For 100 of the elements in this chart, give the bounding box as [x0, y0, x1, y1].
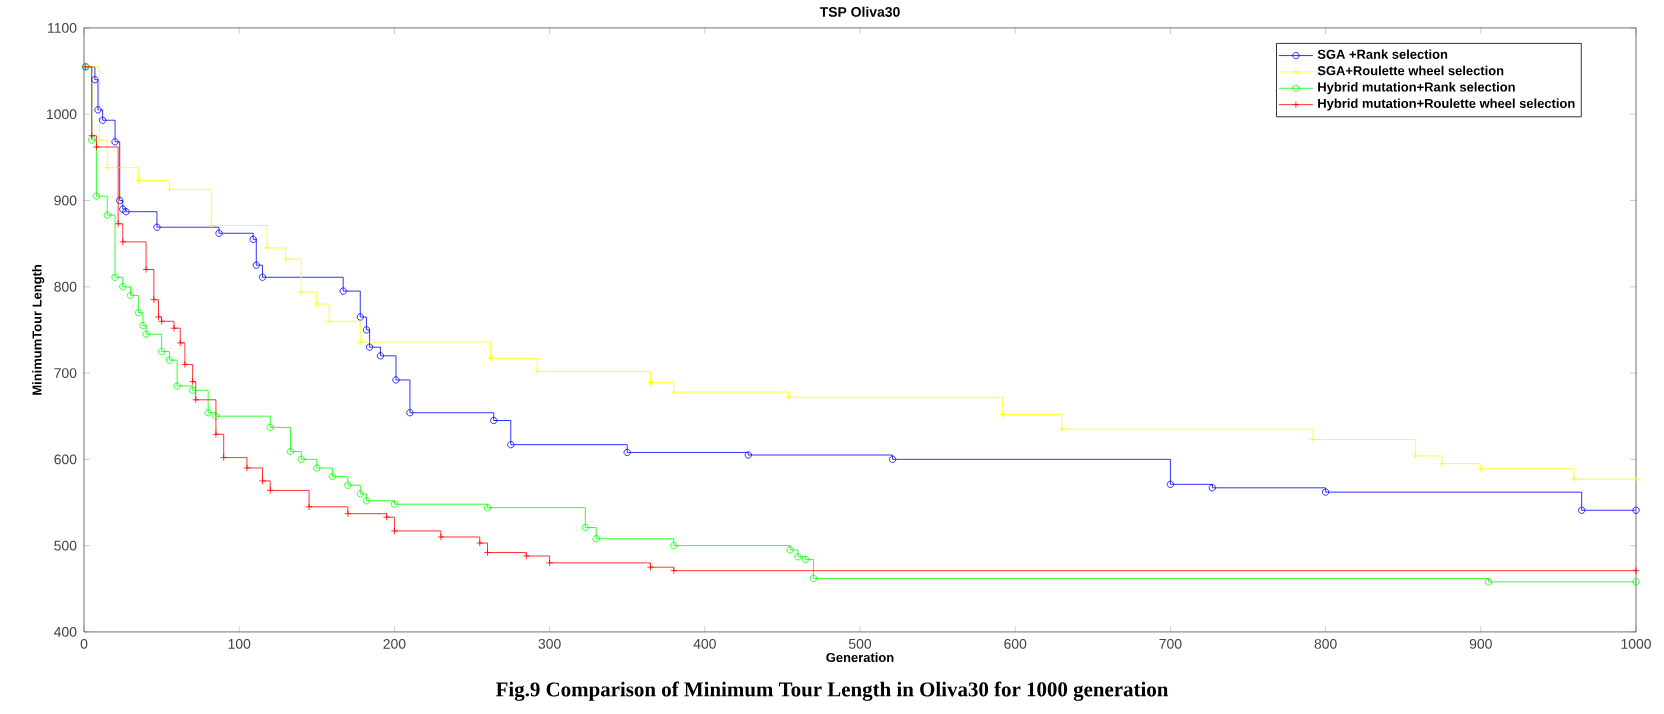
- point: [119, 205, 127, 213]
- point: [252, 261, 260, 269]
- point: [204, 409, 212, 417]
- point: [111, 138, 119, 146]
- point: [392, 376, 400, 384]
- point: [362, 497, 371, 505]
- point: [356, 490, 364, 498]
- point: [119, 238, 127, 246]
- point: [142, 265, 150, 274]
- point: [114, 220, 122, 228]
- point: [165, 185, 173, 193]
- point: [344, 510, 352, 518]
- point: [344, 481, 352, 489]
- point: [802, 555, 810, 564]
- point: [220, 454, 228, 462]
- point: [258, 477, 267, 485]
- point: [1412, 452, 1420, 460]
- point: [243, 464, 251, 472]
- point: [266, 423, 274, 432]
- point: [339, 287, 347, 295]
- point: [189, 386, 197, 394]
- point: [139, 322, 147, 330]
- point: [305, 503, 313, 511]
- point: [365, 343, 374, 351]
- point: [646, 563, 655, 571]
- point: [111, 273, 119, 281]
- caption: Fig.9 Comparison of Minimum Tour Length in Oliva30 for 1000 generation: [495, 681, 1169, 701]
- point: [390, 527, 398, 535]
- point: [1570, 475, 1578, 483]
- point: [212, 412, 220, 420]
- point: [670, 542, 678, 550]
- point: [670, 388, 678, 396]
- point: [809, 574, 818, 583]
- point: [116, 196, 124, 205]
- point: [95, 136, 104, 144]
- point: [522, 552, 530, 560]
- point: [390, 500, 398, 508]
- point: [192, 396, 200, 404]
- point: [150, 296, 158, 304]
- point: [92, 143, 101, 151]
- point: [165, 356, 173, 364]
- point: [170, 324, 178, 332]
- point: [99, 116, 107, 124]
- point: [263, 244, 271, 252]
- point: [181, 360, 189, 369]
- point: [1322, 488, 1330, 496]
- point: [249, 235, 257, 243]
- point: [286, 448, 295, 456]
- point: [1484, 578, 1493, 586]
- point: [189, 378, 197, 386]
- point: [592, 535, 600, 543]
- point: [122, 208, 130, 216]
- point: [744, 451, 752, 459]
- point: [158, 317, 166, 325]
- point: [670, 567, 678, 575]
- point: [153, 223, 161, 231]
- point: [437, 533, 445, 541]
- point: [176, 339, 184, 347]
- point: [328, 473, 336, 481]
- point: [794, 553, 802, 561]
- point: [313, 300, 321, 308]
- point: [476, 539, 484, 547]
- point: [258, 273, 267, 281]
- point: [1477, 465, 1485, 473]
- point: [1309, 435, 1317, 444]
- point: [134, 177, 142, 185]
- point: [212, 430, 220, 438]
- point: [1166, 480, 1174, 488]
- point: [103, 164, 111, 172]
- point: [646, 378, 655, 387]
- point: [581, 523, 589, 532]
- point: [215, 229, 223, 237]
- point: [297, 455, 305, 463]
- point: [103, 211, 111, 219]
- point: [134, 309, 142, 317]
- point: [325, 317, 333, 325]
- point: [490, 416, 498, 425]
- point: [282, 255, 290, 263]
- point: [1438, 460, 1446, 468]
- point: [533, 367, 541, 375]
- point: [406, 409, 414, 417]
- point: [297, 288, 305, 296]
- point: [158, 347, 166, 356]
- point: [507, 441, 515, 449]
- point: [356, 313, 364, 321]
- point: [126, 291, 135, 300]
- point: [383, 513, 391, 521]
- point: [487, 354, 495, 362]
- point: [623, 448, 631, 457]
- point: [356, 338, 364, 346]
- point: [173, 382, 181, 390]
- point: [154, 313, 163, 321]
- point: [313, 464, 321, 472]
- point: [889, 455, 897, 463]
- point: [142, 330, 150, 338]
- point: [1208, 484, 1216, 492]
- point: [785, 393, 793, 401]
- point: [92, 192, 101, 200]
- point: [1058, 425, 1066, 433]
- point: [91, 76, 99, 84]
